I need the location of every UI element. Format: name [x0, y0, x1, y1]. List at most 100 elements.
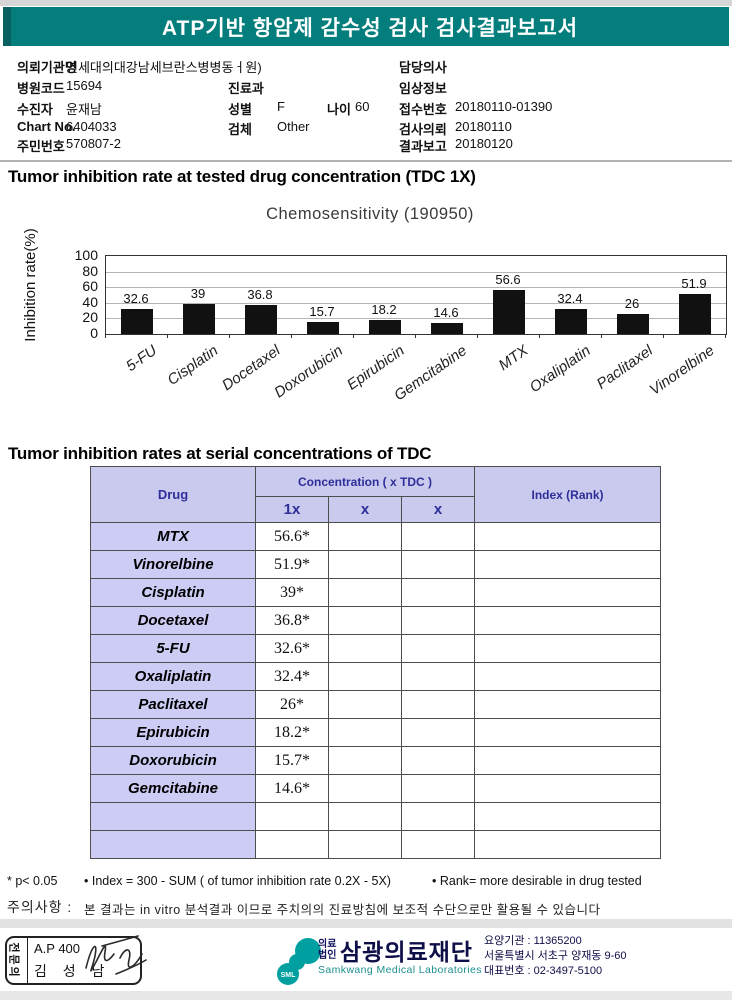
chart-title: Chemosensitivity (190950): [266, 205, 474, 223]
col-header-concentration: Concentration ( x TDC ): [255, 466, 475, 497]
col-header-drug: Drug: [90, 466, 256, 523]
y-axis-tick: 0: [90, 325, 98, 341]
value-x-cell: [401, 522, 475, 551]
value-x-cell: [328, 550, 402, 579]
note-index-formula: • Index = 300 - SUM ( of tumor inhibitio…: [84, 874, 391, 888]
value-1x-cell: [255, 802, 329, 831]
x-axis-tick: [477, 334, 478, 338]
top-strip: [0, 0, 732, 6]
value-x-cell: [401, 802, 475, 831]
index-cell: [474, 550, 661, 579]
drug-name-cell: Doxorubicin: [90, 746, 256, 775]
table-row: 5-FU 32.6*: [90, 634, 661, 663]
table-row: Oxaliplatin 32.4*: [90, 662, 661, 691]
org-label: 의뢰기관명: [17, 60, 77, 75]
gridline: [106, 287, 726, 289]
bottom-strip: [0, 991, 732, 1000]
examinee-label: 수진자: [17, 102, 53, 117]
col-header-x3: x: [401, 496, 475, 523]
index-cell: [474, 718, 661, 747]
index-cell: [474, 746, 661, 775]
report-title-banner: ATP기반 항암제 감수성 검사 검사결과보고서: [3, 7, 729, 46]
x-axis-tick: [725, 334, 726, 338]
org-type: 의료 법인: [318, 939, 336, 961]
col-header-1x: 1x: [255, 496, 329, 523]
resident-no-value: 570807-2: [66, 136, 121, 151]
value-1x-cell: 39*: [255, 578, 329, 607]
request-date-label: 검사의뢰: [399, 122, 447, 137]
examinee-value: 윤재남: [66, 102, 102, 117]
value-x-cell: [328, 690, 402, 719]
department-label: 진료과: [228, 81, 264, 96]
drug-name-cell: Oxaliplatin: [90, 662, 256, 691]
hospital-code-value: 15694: [66, 78, 103, 93]
y-axis-title: Inhibition rate(%): [22, 228, 39, 342]
report-date-value: 20180120: [455, 136, 513, 151]
table-row: Gemcitabine 14.6*: [90, 774, 661, 803]
x-axis-tick: [229, 334, 230, 338]
chart-no-label: Chart No.: [17, 119, 76, 134]
value-x-cell: [401, 550, 475, 579]
org-info: 요양기관 : 11365200 서울특별시 서초구 양재동 9-60 대표번호 …: [484, 934, 627, 979]
index-cell: [474, 634, 661, 663]
stamp-divider: [27, 938, 28, 983]
chart-no-value: 6404033: [66, 119, 117, 134]
y-axis-tick: 40: [82, 293, 98, 310]
concentration-table: Drug Concentration ( x TDC ) Index (Rank…: [90, 466, 661, 859]
value-1x-cell: 18.2*: [255, 718, 329, 747]
drug-name-cell: MTX: [90, 522, 256, 551]
bar-value: 51.9: [681, 275, 707, 291]
org-type-line2: 법인: [318, 950, 337, 961]
table-row: Docetaxel 36.8*: [90, 606, 661, 635]
y-axis-tick: 80: [82, 262, 98, 279]
bar: [369, 319, 401, 334]
sml-logo-icon: SML: [277, 938, 321, 985]
logo-sml-text: SML: [281, 972, 297, 979]
drug-name-cell: Docetaxel: [90, 606, 256, 635]
drug-name-cell: [90, 830, 256, 859]
bar-value: 15.7: [309, 303, 335, 319]
bar-value: 36.8: [247, 287, 273, 303]
value-1x-cell: 15.7*: [255, 746, 329, 775]
value-x-cell: [328, 634, 402, 663]
index-cell: [474, 830, 661, 859]
sex-label: 성별: [228, 102, 252, 117]
value-1x-cell: 51.9*: [255, 550, 329, 579]
drug-name-cell: Gemcitabine: [90, 774, 256, 803]
x-axis-label: MTX: [496, 342, 532, 375]
org-name: 삼광의료재단: [340, 939, 473, 965]
gridline: [106, 271, 726, 273]
value-x-cell: [401, 774, 475, 803]
table-row: Vinorelbine 51.9*: [90, 550, 661, 579]
value-x-cell: [328, 578, 402, 607]
col-header-index: Index (Rank): [474, 466, 661, 523]
value-x-cell: [401, 662, 475, 691]
footer-separator: [0, 919, 732, 928]
section-divider: [0, 160, 732, 162]
stamp-code: A.P 400: [34, 941, 81, 956]
value-x-cell: [401, 634, 475, 663]
table-row: Cisplatin 39*: [90, 578, 661, 607]
org-address: 서울특별시 서초구 양재동 9-60: [484, 950, 627, 962]
specimen-value: Other: [277, 119, 310, 134]
index-cell: [474, 578, 661, 607]
y-axis-tick: 100: [74, 247, 98, 263]
bar: [245, 305, 277, 334]
bar: [307, 321, 339, 334]
report-date-label: 결과보고: [399, 139, 447, 154]
bar: [617, 313, 649, 334]
x-axis-label: Doxorubicin: [271, 342, 346, 402]
index-cell: [474, 606, 661, 635]
bar-value: 56.6: [495, 271, 521, 287]
receipt-no-label: 접수번호: [399, 102, 447, 117]
age-value: 60: [355, 99, 370, 114]
org-value: 연세대의대강남세브란스병병동ㅓ원): [66, 60, 262, 75]
value-x-cell: [401, 578, 475, 607]
value-x-cell: [328, 746, 402, 775]
page-title: ATP기반 항암제 감수성 검사 검사결과보고서: [161, 16, 579, 40]
bar: [679, 293, 711, 334]
x-axis-label: Oxaliplatin: [526, 342, 594, 397]
value-x-cell: [401, 746, 475, 775]
value-x-cell: [328, 662, 402, 691]
